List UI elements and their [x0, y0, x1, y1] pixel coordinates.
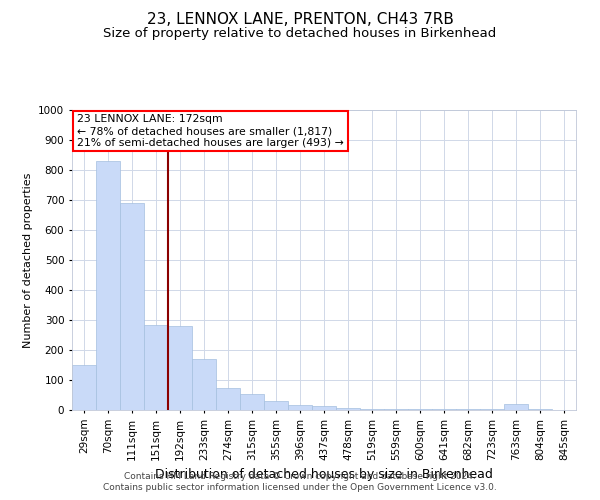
- X-axis label: Distribution of detached houses by size in Birkenhead: Distribution of detached houses by size …: [155, 468, 493, 481]
- Bar: [288, 404, 312, 410]
- Bar: [312, 406, 336, 410]
- Bar: [456, 408, 480, 410]
- Bar: [96, 161, 120, 410]
- Y-axis label: Number of detached properties: Number of detached properties: [23, 172, 32, 348]
- Bar: [72, 365, 96, 410]
- Bar: [360, 408, 384, 410]
- Bar: [408, 408, 432, 410]
- Bar: [168, 326, 192, 410]
- Bar: [480, 408, 504, 410]
- Bar: [216, 388, 240, 410]
- Text: 23, LENNOX LANE, PRENTON, CH43 7RB: 23, LENNOX LANE, PRENTON, CH43 7RB: [146, 12, 454, 28]
- Bar: [384, 408, 408, 410]
- Bar: [264, 401, 288, 410]
- Bar: [504, 404, 528, 410]
- Bar: [120, 203, 144, 410]
- Text: Size of property relative to detached houses in Birkenhead: Size of property relative to detached ho…: [103, 28, 497, 40]
- Bar: [432, 408, 456, 410]
- Text: Contains HM Land Registry data © Crown copyright and database right 2024.: Contains HM Land Registry data © Crown c…: [124, 472, 476, 481]
- Bar: [192, 359, 216, 410]
- Bar: [240, 394, 264, 410]
- Bar: [144, 324, 168, 410]
- Bar: [528, 408, 552, 410]
- Text: 23 LENNOX LANE: 172sqm
← 78% of detached houses are smaller (1,817)
21% of semi-: 23 LENNOX LANE: 172sqm ← 78% of detached…: [77, 114, 344, 148]
- Text: Contains public sector information licensed under the Open Government Licence v3: Contains public sector information licen…: [103, 484, 497, 492]
- Bar: [336, 408, 360, 410]
